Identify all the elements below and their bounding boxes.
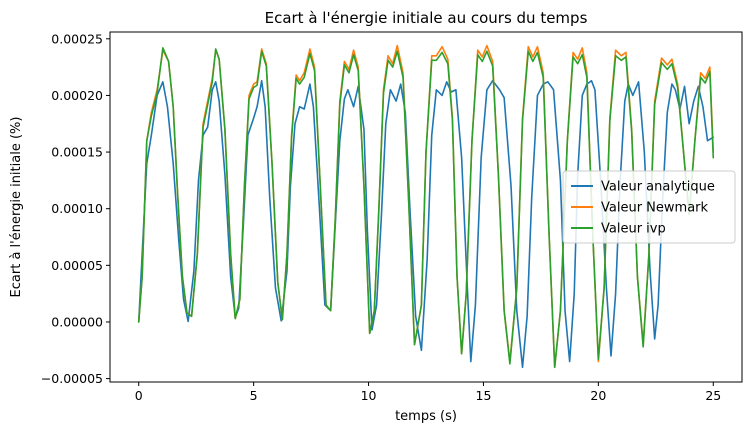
- series-layer: [137, 44, 715, 369]
- x-tick-label: 15: [476, 388, 492, 403]
- y-axis: −0.00005 0.00000 0.00005 0.00010 0.00015 0.00…: [41, 31, 110, 386]
- legend-label-1: Valeur analytique: [601, 180, 715, 195]
- y-tick-label: 0.00010: [51, 201, 103, 216]
- x-tick-label: 20: [590, 388, 606, 403]
- y-tick-label: 0.00005: [51, 258, 103, 273]
- x-axis: 0 5 10 15 20 25: [135, 382, 721, 403]
- x-tick-label: 0: [135, 388, 143, 403]
- x-tick-label: 25: [705, 388, 721, 403]
- y-tick-label: 0.00015: [51, 145, 103, 160]
- y-axis-label: Ecart à l'énergie initiale (%): [9, 117, 24, 298]
- y-tick-label: 0.00025: [51, 31, 103, 46]
- y-tick-label: 0.00020: [51, 88, 103, 103]
- x-axis-label: temps (s): [395, 409, 457, 424]
- x-tick-label: 5: [250, 388, 258, 403]
- legend: Valeur analytique Valeur Newmark Valeur iv…: [562, 170, 736, 244]
- y-tick-label: 0.00000: [51, 314, 103, 329]
- legend-box: [562, 170, 736, 244]
- x-tick-label: 10: [361, 388, 377, 403]
- series-line-3: [137, 47, 715, 369]
- legend-label-3: Valeur ivp: [601, 222, 666, 237]
- plot-frame: [109, 31, 743, 383]
- y-tick-label: −0.00005: [41, 371, 103, 386]
- legend-label-2: Valeur Newmark: [601, 201, 709, 216]
- chart-title: Ecart à l'énergie initiale au cours du t…: [265, 9, 588, 27]
